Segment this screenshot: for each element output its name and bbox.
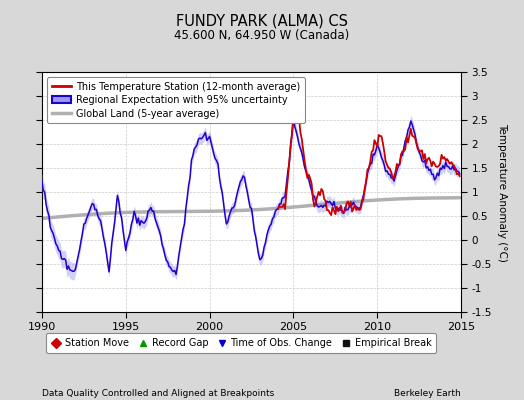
Text: FUNDY PARK (ALMA) CS: FUNDY PARK (ALMA) CS <box>176 14 348 29</box>
Y-axis label: Temperature Anomaly (°C): Temperature Anomaly (°C) <box>497 122 507 262</box>
Legend: Station Move, Record Gap, Time of Obs. Change, Empirical Break: Station Move, Record Gap, Time of Obs. C… <box>46 334 436 353</box>
Legend: This Temperature Station (12-month average), Regional Expectation with 95% uncer: This Temperature Station (12-month avera… <box>47 77 305 123</box>
Text: Berkeley Earth: Berkeley Earth <box>395 389 461 398</box>
Text: Data Quality Controlled and Aligned at Breakpoints: Data Quality Controlled and Aligned at B… <box>42 389 274 398</box>
Text: 45.600 N, 64.950 W (Canada): 45.600 N, 64.950 W (Canada) <box>174 29 350 42</box>
